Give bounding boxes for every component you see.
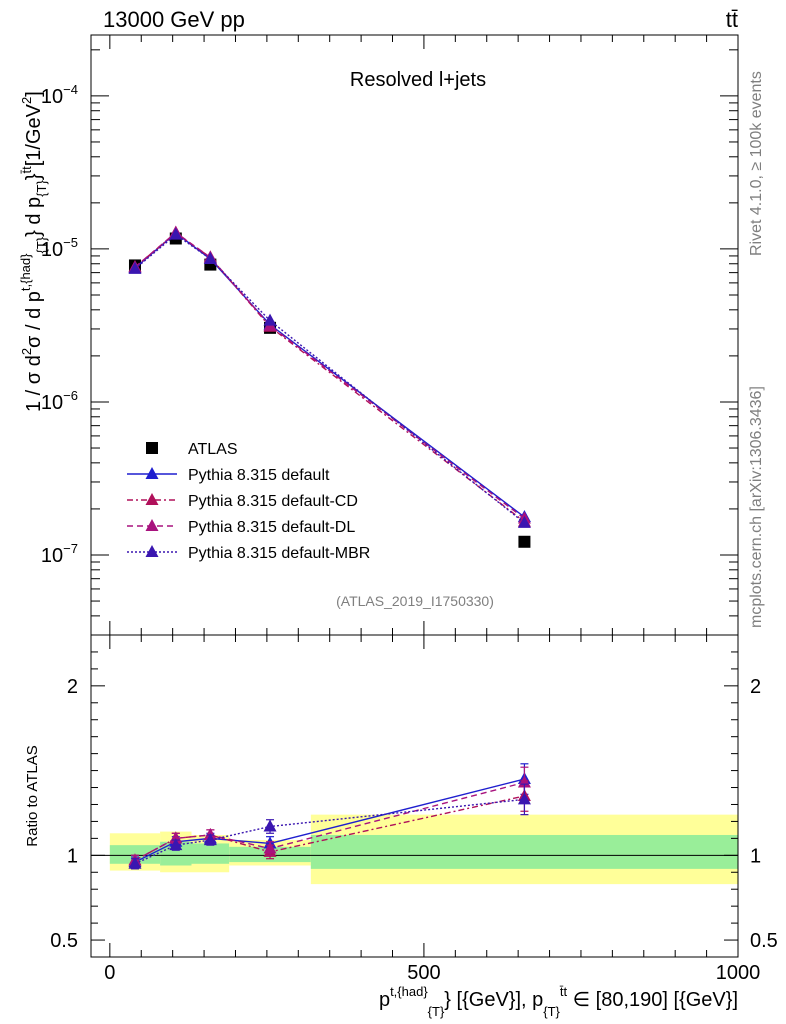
- legend-label: Pythia 8.315 default-DL: [188, 519, 355, 536]
- main-ytick-label: 10−7: [41, 541, 78, 567]
- ratio-panel: 0.5 0.5 1 1 2 2 0 500 1000 Ratio to ATLAS pt,{ha…: [24, 634, 778, 1019]
- process-label: tt̄: [726, 7, 738, 32]
- mcplots-label: mcplots.cern.ch [arXiv:1306.3436]: [748, 386, 765, 628]
- point-atlas: [518, 535, 531, 548]
- ratio-xtick-label: 500: [407, 962, 440, 984]
- ratio-ytick-label-left: 2: [67, 676, 78, 698]
- legend-label: Pythia 8.315 default-CD: [188, 493, 358, 510]
- main-ytick-label: 10−6: [41, 388, 78, 414]
- legend-label: ATLAS: [188, 441, 238, 458]
- series-line-pythia-8-315-default-mbr: [134, 233, 525, 524]
- ratio-point-pythia-8-315-default-mbr: [169, 838, 183, 851]
- ratio-point-pythia-8-315-default-mbr: [263, 819, 277, 832]
- ratio-xlabel: pt,{had}{T}} [{GeV}], p{T}t̄t ∈ [80,190]…: [379, 984, 738, 1019]
- point-pythia-8-315-default-mbr: [263, 313, 277, 326]
- point-pythia-8-315-default-mbr: [517, 515, 531, 528]
- band-inner: [160, 841, 192, 866]
- ratio-point-pythia-8-315-default-mbr: [203, 833, 217, 846]
- ratio-ticks: [91, 634, 739, 958]
- ratio-frame: [90, 634, 739, 958]
- ratio-point-pythia-8-315-default-mbr: [128, 856, 142, 869]
- legend-marker: [145, 467, 159, 479]
- band-inner: [310, 834, 738, 869]
- ratio-ytick-label-right: 1: [750, 845, 761, 867]
- ratio-point-pythia-8-315-default-dl: [263, 841, 277, 854]
- legend-marker: [146, 442, 158, 454]
- legend-label: Pythia 8.315 default: [188, 467, 330, 484]
- ratio-marks: [128, 763, 531, 870]
- ratio-ytick-label-left: 0.5: [50, 930, 78, 952]
- main-ytick-labels: 10−7 10−6 10−5 10−4: [41, 82, 78, 567]
- watermark: (ATLAS_2019_I1750330): [336, 593, 494, 609]
- ratio-line-pythia-8-315-default-mbr: [134, 798, 525, 865]
- main-ylabel: 1 / σ d2σ / d pt,{had}{T}} d p{T}}t̄t[1/…: [18, 91, 49, 412]
- main-panel: 10−7 10−6 10−5 10−4 Resolved l+jets (ATLAS_…: [18, 34, 739, 636]
- main-ticks: [91, 35, 739, 636]
- ratio-ytick-label-right: 2: [750, 676, 761, 698]
- series-pythia-8-315-default-mbr: [128, 227, 531, 528]
- ratio-tick-labels: 0.5 0.5 1 1 2 2 0 500 1000: [50, 676, 778, 984]
- main-marks: [128, 225, 531, 548]
- energy-label: 13000 GeV pp: [103, 7, 245, 32]
- point-pythia-8-315-default-mbr: [203, 251, 217, 264]
- point-pythia-8-315-default-mbr: [128, 261, 142, 274]
- ratio-xtick-label: 0: [104, 962, 115, 984]
- legend: ATLAS Pythia 8.315 default Pythia 8.315 de…: [127, 441, 370, 562]
- legend-marker: [145, 519, 159, 531]
- point-pythia-8-315-default-mbr: [169, 227, 183, 240]
- ratio-xtick-label: 1000: [716, 962, 761, 984]
- band-inner: [191, 843, 230, 864]
- main-ytick-label: 10−5: [41, 235, 78, 261]
- legend-marker: [145, 493, 159, 505]
- ratio-point-pythia-8-315-default-mbr: [517, 792, 531, 805]
- ratio-series-pythia-8-315-default-mbr: [128, 783, 531, 870]
- main-ytick-label: 10−4: [41, 82, 78, 108]
- ratio-ytick-label-right: 0.5: [750, 930, 778, 952]
- ratio-ylabel: Ratio to ATLAS: [24, 745, 41, 846]
- ratio-ytick-label-left: 1: [67, 845, 78, 867]
- ratio-bands: [91, 814, 738, 885]
- series-line-pythia-8-315-default-dl: [134, 231, 525, 520]
- main-title: Resolved l+jets: [350, 69, 486, 91]
- legend-label: Pythia 8.315 default-MBR: [188, 545, 370, 562]
- rivet-label: Rivet 4.1.0, ≥ 100k events: [748, 71, 765, 256]
- legend-marker: [145, 545, 159, 557]
